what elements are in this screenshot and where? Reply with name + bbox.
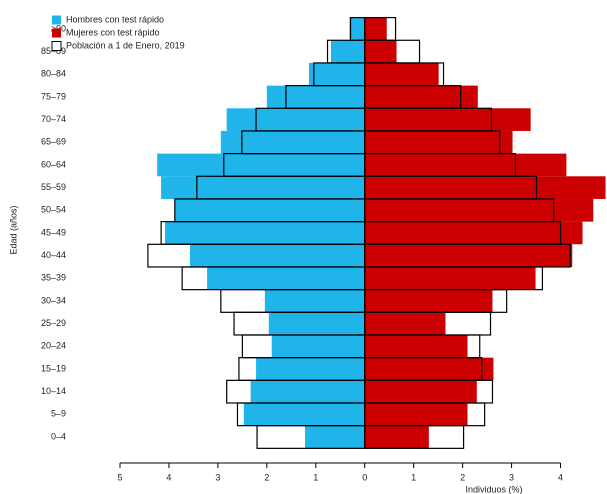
bar xyxy=(165,221,365,245)
bar xyxy=(364,266,536,290)
bar xyxy=(220,130,365,154)
bar xyxy=(364,176,606,199)
bar xyxy=(271,334,365,358)
bar xyxy=(364,334,468,358)
bar xyxy=(364,244,573,267)
y-tick-label: 40–44 xyxy=(41,250,66,260)
population-outline xyxy=(364,17,397,41)
bar xyxy=(364,40,397,63)
bar xyxy=(364,380,477,403)
bar xyxy=(364,425,429,449)
x-tick-label: 3 xyxy=(215,472,220,482)
x-tick-label: 1 xyxy=(411,472,416,482)
y-axis-label: Edad (años) xyxy=(8,205,18,254)
x-tick-label: 2 xyxy=(460,472,465,482)
y-tick-label: 70–74 xyxy=(41,114,66,124)
bar xyxy=(364,312,446,335)
y-tick-label: 65–69 xyxy=(41,137,66,147)
y-tick-label: 80–84 xyxy=(41,69,66,79)
legend-label: Hombres con test rápido xyxy=(66,14,164,24)
y-tick-label: 0–4 xyxy=(51,431,66,441)
bar xyxy=(305,425,365,449)
y-tick-label: 15–19 xyxy=(41,363,66,373)
bar xyxy=(189,244,365,267)
bar xyxy=(157,153,365,177)
y-tick-label: 10–14 xyxy=(41,386,66,396)
legend-label: Población a 1 de Enero, 2019 xyxy=(66,40,185,50)
x-tick-label: 4 xyxy=(166,472,171,482)
bar xyxy=(308,62,365,86)
y-tick-label: 55–59 xyxy=(41,182,66,192)
bar xyxy=(349,17,365,41)
y-tick-label: 35–39 xyxy=(41,273,66,283)
bar xyxy=(174,198,365,222)
bar xyxy=(226,108,365,131)
y-tick-label: 30–34 xyxy=(41,295,66,305)
bar xyxy=(364,130,513,154)
bar xyxy=(256,357,365,381)
y-tick-label: 60–64 xyxy=(41,159,66,169)
bar xyxy=(250,380,365,403)
legend-label: Mujeres con test rápido xyxy=(66,27,160,37)
bar xyxy=(243,402,365,426)
y-tick-label: 45–49 xyxy=(41,227,66,237)
bar xyxy=(364,17,387,41)
bar xyxy=(364,85,478,109)
y-tick-label: 5–9 xyxy=(51,409,66,419)
bar xyxy=(266,85,365,109)
bar xyxy=(364,108,531,131)
x-tick-label: 0 xyxy=(362,472,367,482)
legend-swatch xyxy=(51,41,62,51)
y-tick-label: 25–29 xyxy=(41,318,66,328)
bar xyxy=(161,176,365,199)
bar xyxy=(364,402,468,426)
x-axis-label: Individuos (%) xyxy=(465,484,522,494)
x-tick-label: 1 xyxy=(313,472,318,482)
y-tick-label: 50–54 xyxy=(41,205,66,215)
y-tick-label: ≥90 xyxy=(51,23,66,33)
bar xyxy=(364,62,439,86)
y-tick-label: 20–24 xyxy=(41,341,66,351)
bar xyxy=(264,289,365,313)
x-tick-label: 2 xyxy=(264,472,269,482)
bar xyxy=(364,289,493,313)
bar xyxy=(364,198,594,222)
legend-swatch xyxy=(52,28,61,38)
bar xyxy=(364,153,567,177)
bar xyxy=(364,357,494,381)
bar xyxy=(268,312,365,335)
x-tick-label: 4 xyxy=(558,472,563,482)
legend-swatch xyxy=(52,15,61,25)
bar xyxy=(330,40,365,63)
y-tick-label: 75–79 xyxy=(41,91,66,101)
x-tick-label: 5 xyxy=(117,472,122,482)
x-tick-label: 3 xyxy=(509,472,514,482)
bar xyxy=(364,221,583,245)
bar xyxy=(207,266,365,290)
